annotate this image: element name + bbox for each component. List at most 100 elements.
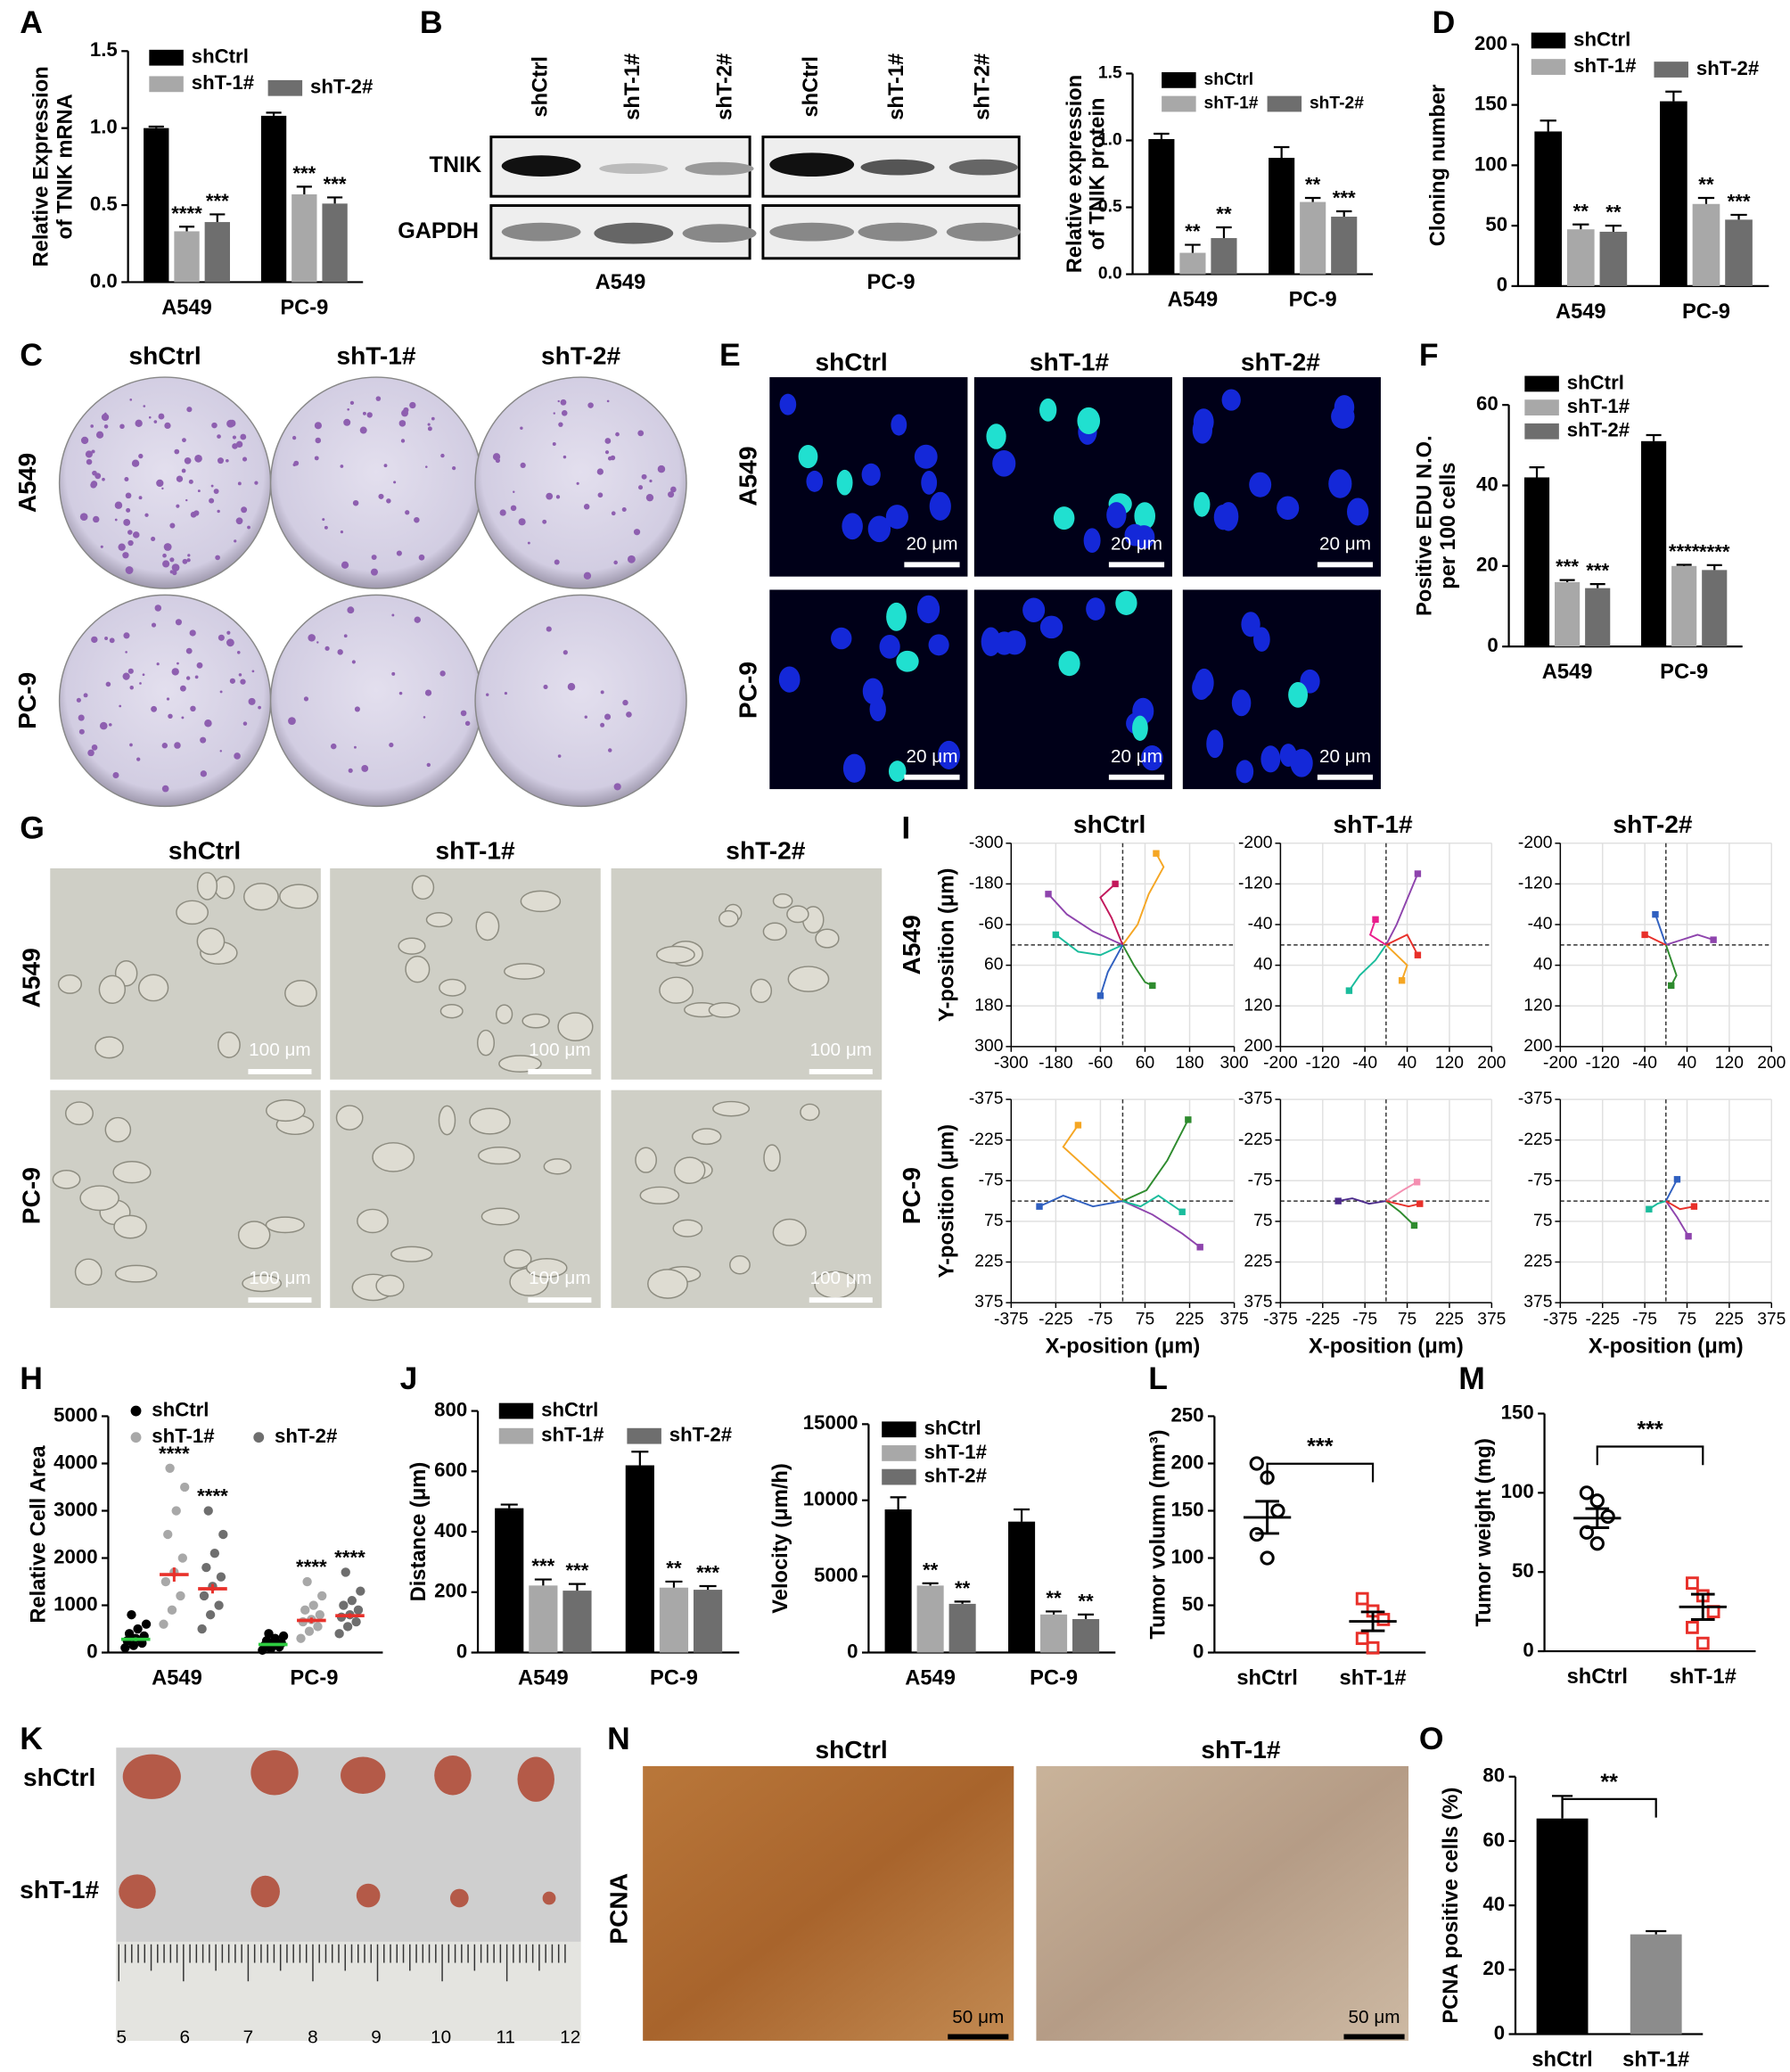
nucleus (885, 505, 908, 530)
y-tick-label: -120 (1518, 874, 1553, 892)
track (1348, 944, 1387, 991)
significance-label: ** (666, 1557, 682, 1579)
colony (86, 458, 93, 465)
nucleus (779, 393, 797, 415)
y-tick-label: 0 (1494, 2021, 1505, 2043)
nucleus (1106, 502, 1127, 529)
colony (504, 691, 508, 695)
blot-band (501, 222, 581, 242)
data-point (300, 1605, 310, 1616)
colony (604, 713, 612, 720)
colony (520, 426, 523, 430)
y-axis-label: Cloning number (1426, 85, 1449, 247)
x-tick-label: -75 (1352, 1310, 1377, 1328)
track-end (1690, 1203, 1698, 1210)
bar (1536, 1818, 1589, 2035)
error-bar (1154, 132, 1170, 140)
column-title: shT-1# (1201, 1736, 1280, 1764)
colony (125, 566, 134, 574)
bar (1630, 1934, 1682, 2035)
colony (610, 455, 616, 461)
x-tick-label: A549 (518, 1666, 569, 1690)
colony (423, 716, 426, 719)
legend-marker (130, 1405, 142, 1417)
significance-label: **** (171, 202, 202, 225)
y-tick-label: 0.5 (90, 193, 118, 215)
significance-label: **** (1699, 540, 1730, 563)
colony (366, 412, 373, 418)
plate (474, 376, 687, 589)
nucleus (896, 650, 919, 672)
ruler-label: 11 (496, 2027, 515, 2047)
nucleus (1277, 496, 1300, 521)
y-tick-label: 150 (1474, 93, 1507, 115)
track (1385, 873, 1419, 946)
nucleus (1053, 506, 1075, 530)
y-tick-label: 375 (1244, 1293, 1272, 1311)
colony (156, 662, 160, 666)
legend-marker (1524, 423, 1559, 440)
cell (639, 1186, 680, 1205)
row-label: GAPDH (398, 218, 479, 243)
colony (204, 719, 212, 728)
track-end (1414, 951, 1422, 958)
legend-marker (267, 79, 303, 96)
colony (510, 505, 517, 512)
data-point (278, 1631, 289, 1641)
colony (567, 682, 576, 691)
colony (303, 696, 309, 702)
colony (213, 489, 219, 494)
colony (254, 481, 259, 485)
y-axis-label: PCNA positive cells (%) (1440, 1788, 1463, 2024)
legend-label: shT-1# (924, 1441, 987, 1463)
cell (787, 966, 830, 992)
data-point (1366, 1640, 1380, 1655)
y-tick-label: 60 (1482, 1829, 1505, 1851)
legend-marker (1531, 32, 1566, 49)
edu-images: 20 μm 20 μm 20 μm 20 μm 20 μm 20 μm (769, 377, 1381, 790)
legend-marker (1524, 375, 1559, 392)
colony (359, 426, 367, 434)
data-point (167, 1605, 177, 1616)
colony (176, 504, 180, 508)
legend-label: shT-1# (1573, 54, 1636, 77)
bar (948, 1603, 976, 1653)
error-bar (1559, 579, 1575, 582)
nucleus (916, 595, 940, 624)
scale-bar (904, 562, 960, 568)
nucleus (1133, 525, 1155, 549)
cell (405, 955, 431, 983)
bar (1040, 1614, 1068, 1653)
cell (478, 1147, 521, 1165)
y-tick-label: 375 (974, 1293, 1003, 1311)
x-tick-label: 225 (1175, 1310, 1203, 1328)
data-point (356, 1586, 365, 1596)
cell (57, 974, 83, 994)
data-point (201, 1562, 211, 1573)
blot-band (769, 152, 855, 177)
colony (554, 559, 560, 565)
colony (426, 762, 431, 768)
colony (234, 752, 241, 760)
cell (372, 1142, 415, 1172)
y-axis-label: per 100 cells (1437, 463, 1460, 589)
bar (1725, 219, 1753, 286)
track-end (1178, 1208, 1186, 1215)
colony (587, 402, 594, 408)
x-tick-label: 300 (1220, 1054, 1249, 1073)
legend-marker (498, 1402, 534, 1419)
y-tick-label: 20 (1482, 1957, 1505, 1979)
data-point (341, 1567, 350, 1577)
colony (361, 765, 369, 772)
blot-band (501, 155, 581, 177)
panel-letter: H (20, 1361, 43, 1396)
bar (1671, 565, 1697, 647)
legend-label: shT-2# (1567, 419, 1630, 441)
colony (79, 513, 88, 521)
nucleus (831, 627, 852, 650)
cell (520, 890, 562, 913)
x-tick-label: -225 (1039, 1310, 1073, 1328)
cell (265, 1099, 306, 1122)
colony (161, 785, 169, 793)
